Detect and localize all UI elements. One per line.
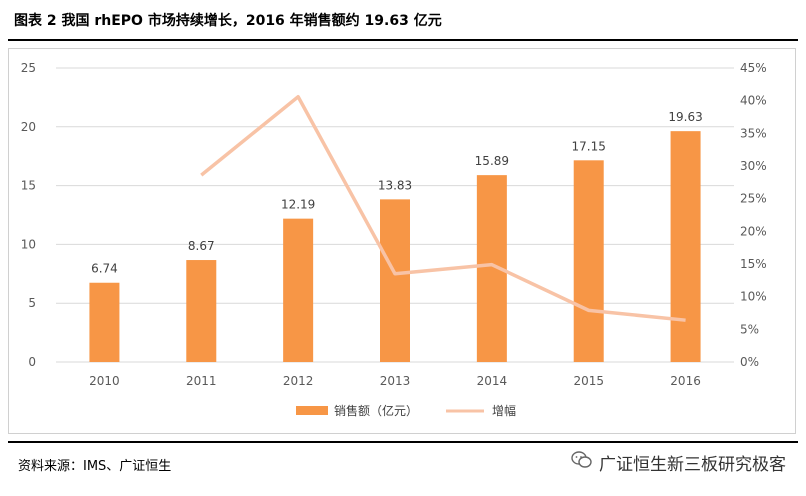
bar	[186, 260, 217, 362]
y-tick-label-right: 45%	[740, 61, 767, 75]
x-tick-label: 2012	[283, 374, 314, 388]
y-tick-label-left: 15	[21, 179, 36, 193]
x-tick-label: 2014	[477, 374, 508, 388]
data-label: 13.83	[378, 178, 412, 192]
x-tick-label: 2015	[573, 374, 604, 388]
y-tick-label-right: 10%	[740, 290, 767, 304]
legend-label: 增幅	[492, 403, 516, 418]
bar	[670, 131, 701, 362]
y-tick-label-left: 0	[28, 355, 36, 369]
source-note: 资料来源：IMS、广证恒生	[18, 459, 172, 474]
y-tick-label-left: 25	[21, 61, 36, 75]
data-label: 12.19	[281, 198, 315, 212]
data-label: 19.63	[668, 110, 702, 124]
growth-line	[200, 94, 686, 322]
legend-swatch-bar	[296, 406, 328, 415]
y-tick-label-right: 5%	[740, 322, 759, 336]
chart-canvas: 0 5 10 15 20 25 0% 5% 10% 15% 20% 25% 30% 35% 40% 45% 6.…	[21, 61, 767, 418]
brand-text: 广证恒生新三板研究极客	[599, 455, 786, 475]
chart-title: 图表 2 我国 rhEPO 市场持续增长，2016 年销售额约 19.63 亿元	[14, 13, 442, 29]
y-tick-label-right: 40%	[740, 94, 767, 108]
bar	[380, 199, 410, 362]
y-tick-label-right: 30%	[740, 159, 767, 173]
bar	[89, 282, 120, 362]
bottom-rule	[8, 441, 798, 443]
y-tick-label-left: 10	[21, 237, 36, 251]
data-label: 15.89	[475, 154, 509, 168]
bar	[573, 160, 604, 362]
y-tick-label-right: 25%	[740, 192, 767, 206]
y-tick-label-right: 35%	[740, 126, 767, 140]
data-label: 17.15	[572, 139, 606, 153]
y-tick-label-left: 5	[28, 296, 36, 310]
wechat-icon	[571, 451, 593, 474]
bar	[283, 218, 314, 362]
y-tick-label-right: 20%	[740, 224, 767, 238]
x-tick-label: 2013	[380, 374, 411, 388]
y-tick-label-right: 15%	[740, 257, 767, 271]
chart-frame	[8, 48, 796, 434]
legend-label: 销售额（亿元）	[334, 403, 418, 418]
brand-watermark: 广证恒生新三板研究极客	[571, 450, 786, 475]
top-rule	[8, 39, 798, 41]
data-label: 6.74	[91, 262, 118, 276]
y-tick-label-right: 0%	[740, 355, 759, 369]
x-tick-label: 2011	[186, 374, 217, 388]
x-tick-label: 2016	[670, 374, 701, 388]
y-tick-label-left: 20	[21, 120, 36, 134]
x-tick-label: 2010	[89, 374, 120, 388]
data-label: 8.67	[188, 239, 215, 253]
